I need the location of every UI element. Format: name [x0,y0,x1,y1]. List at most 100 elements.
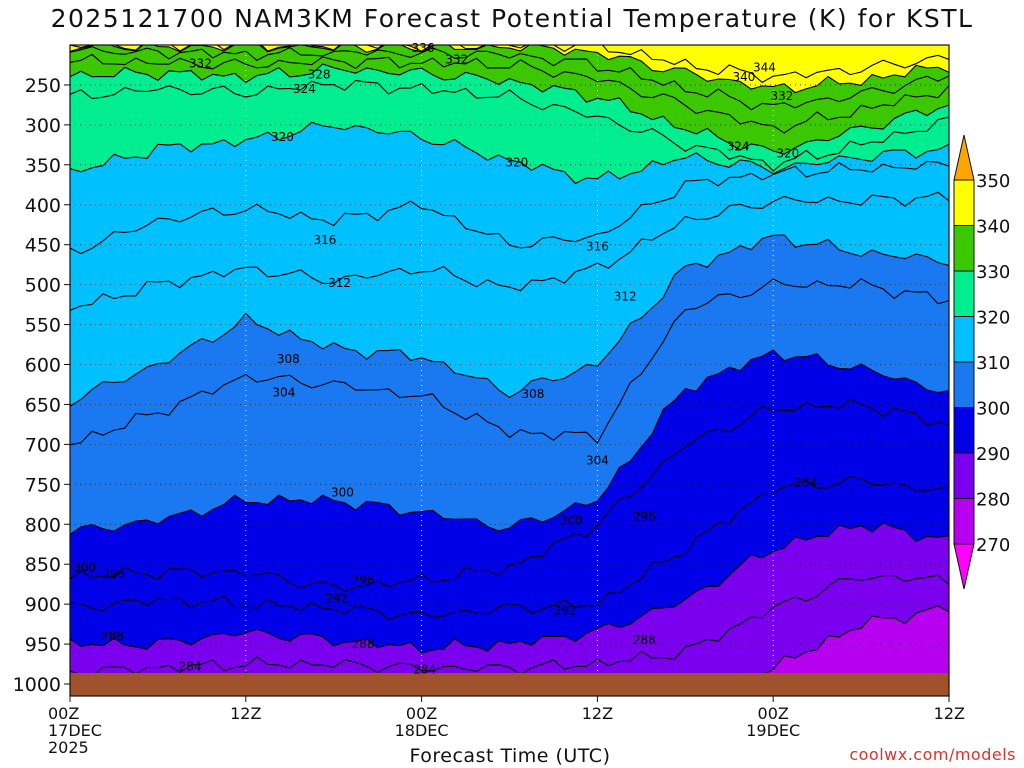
contour-label-336: 336 [412,41,435,55]
x-tick-label-36-0: 12Z [582,704,613,723]
fill-band-292-296 [70,399,949,620]
contour-label-320: 320 [776,147,799,161]
contour-340 [70,45,949,94]
fill-band-300-304 [70,278,949,535]
contour-label-320: 320 [505,155,528,169]
site-credit: coolwx.com/models [849,745,1016,764]
colorbar-top-arrow [953,134,975,181]
contour-label-344: 344 [753,60,776,74]
fill-band-296-300 [70,350,949,592]
y-tick-label-900: 900 [25,594,61,616]
colorbar-swatch-290 [953,407,975,454]
contour-label-304: 304 [586,453,609,467]
fill-band-328-332 [70,54,949,155]
y-tick-label-950: 950 [25,634,61,656]
y-tick-label-400: 400 [25,195,61,217]
x-tick-label-0-0: 00Z [48,704,79,723]
colorbar-label-290: 290 [976,444,1010,465]
contour-label-320: 320 [271,130,294,144]
contour-label-300: 300 [73,560,96,574]
fill-band-324-328 [70,64,949,171]
y-tick-label-450: 450 [25,235,61,257]
contour-label-316: 316 [313,233,336,247]
fill-band-320-324 [70,80,949,184]
contour-label-308: 308 [277,352,300,366]
colorbar-label-280: 280 [976,490,1010,511]
colorbar: 350 340 330 320 310 300 290 280 270 [953,134,1010,590]
fill-band-304-308 [70,234,949,445]
contour-label-312: 312 [328,276,351,290]
x-tick-label-0-2: 2025 [48,738,89,757]
colorbar-label-340: 340 [976,217,1010,238]
y-tick-label-500: 500 [25,275,61,297]
fill-band-308-312 [70,192,949,407]
y-tick-label-550: 550 [25,315,61,337]
colorbar-bottom-arrow [953,543,975,590]
plot-frame [69,44,950,697]
contour-label-324: 324 [727,139,750,153]
contour-308 [70,234,949,407]
x-axis-label: Forecast Time (UTC) [409,745,611,767]
y-tick-label-600: 600 [25,355,61,377]
contour-336 [70,46,949,111]
fill-band-336-340 [70,45,949,110]
contour-304 [70,278,949,446]
y-tick-label-750: 750 [25,474,61,496]
x-tick-label-12-0: 12Z [230,704,261,723]
y-tick-label-250: 250 [25,75,61,97]
contour-label-284: 284 [179,659,202,673]
contour-label-296: 296 [633,509,656,523]
y-tick-label-700: 700 [25,434,61,456]
colorbar-swatch-280 [953,452,975,499]
contour-label-312: 312 [614,290,637,304]
contour-label-324: 324 [293,82,316,96]
y-tick-label-800: 800 [25,514,61,536]
gridlines [70,45,949,696]
contour-label-304: 304 [272,385,295,399]
fill-band-316-320 [70,122,949,254]
colorbar-swatch-310 [953,316,975,363]
contour-label-292: 292 [325,592,348,606]
x-tick-label-24-1: 18DEC [395,721,449,740]
contour-320 [70,121,949,185]
contour-label-292: 292 [554,604,577,618]
contour-332 [70,53,949,134]
y-tick-label-350: 350 [25,155,61,177]
fill-band-288-292 [70,476,949,653]
contour-328 [70,63,949,155]
contour-label-300: 300 [560,513,583,527]
contour-label-288: 288 [352,637,375,651]
contour-label-308: 308 [521,387,544,401]
contour-label-284: 284 [413,663,436,677]
contour-316 [70,160,949,255]
colorbar-label-300: 300 [976,399,1010,420]
chart-title: 2025121700 NAM3KM Forecast Potential Tem… [50,4,974,33]
contour-284 [70,574,949,678]
fill-band-332-336 [70,46,949,134]
colorbar-swatch-320 [953,270,975,317]
colorbar-label-330: 330 [976,262,1010,283]
contour-label-332: 332 [771,89,794,103]
contour-label-332: 332 [189,56,212,70]
contour-label-284: 284 [794,476,817,490]
x-tick-label-48-0: 00Z [758,704,789,723]
contour-label-328: 328 [308,68,331,82]
contour-312 [70,191,949,311]
contour-296 [70,398,949,592]
fill-band-284-288 [70,522,949,677]
colorbar-label-270: 270 [976,535,1010,556]
contour-label-316: 316 [586,239,609,253]
theta-color-fills [70,45,949,696]
contour-label-340: 340 [732,70,755,84]
contour-label-296: 296 [102,567,125,581]
y-tick-label-300: 300 [25,115,61,137]
colorbar-label-320: 320 [976,308,1010,329]
y-axis: 250 300 350 400 450 500 550 600 650 700 750 800 850 9… [13,75,70,696]
colorbar-swatch-300 [953,361,975,408]
x-tick-label-24-0: 00Z [406,704,437,723]
contour-label-332: 332 [445,52,468,66]
contour-324 [70,79,949,172]
colorbar-swatch-340 [953,179,975,226]
